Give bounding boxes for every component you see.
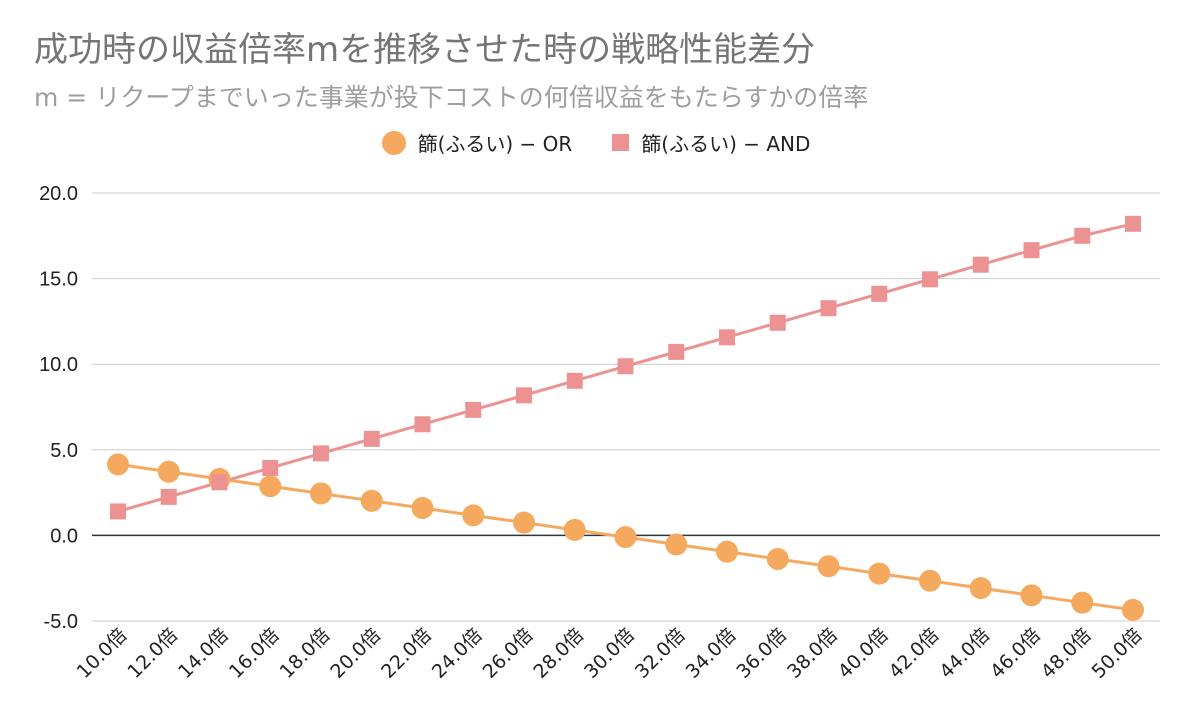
square-marker-icon	[612, 134, 630, 151]
data-point-or[interactable]	[969, 577, 992, 600]
data-point-or[interactable]	[868, 562, 891, 585]
data-point-or[interactable]	[462, 504, 485, 527]
data-point-and[interactable]	[516, 387, 532, 404]
y-tick-label: -5.0	[44, 611, 78, 633]
data-point-or[interactable]	[513, 511, 535, 534]
x-tick-label: 48.0倍	[1037, 624, 1096, 683]
x-tick-label: 32.0倍	[631, 624, 690, 683]
series-group	[107, 215, 1144, 621]
data-point-or[interactable]	[107, 453, 129, 476]
data-point-or[interactable]	[157, 460, 180, 483]
chart-title: 成功時の収益倍率mを推移させた時の戦略性能差分	[34, 30, 816, 70]
x-tick-label: 40.0倍	[834, 624, 893, 683]
x-tick-label: 42.0倍	[885, 624, 944, 683]
data-point-or[interactable]	[259, 475, 282, 498]
x-tick-label: 20.0倍	[326, 624, 385, 683]
legend-item-and[interactable]: 篩(ふるい) − AND	[612, 128, 810, 157]
data-point-and[interactable]	[465, 401, 482, 418]
data-point-and[interactable]	[313, 445, 329, 462]
data-point-or[interactable]	[817, 555, 840, 578]
data-point-or[interactable]	[665, 533, 688, 556]
data-point-and[interactable]	[414, 416, 431, 433]
data-point-and[interactable]	[262, 459, 279, 476]
data-point-and[interactable]	[1125, 215, 1141, 232]
y-tick-label: 0.0	[50, 525, 78, 547]
data-point-and[interactable]	[1074, 227, 1091, 244]
x-tick-label: 10.0倍	[73, 624, 132, 683]
x-tick-label: 28.0倍	[529, 624, 588, 683]
x-tick-label: 16.0倍	[225, 624, 284, 683]
data-point-and[interactable]	[871, 285, 888, 302]
x-tick-label: 38.0倍	[783, 624, 842, 683]
x-tick-label: 14.0倍	[174, 624, 233, 683]
x-tick-label: 12.0倍	[123, 624, 182, 683]
data-point-or[interactable]	[614, 526, 637, 549]
data-point-or[interactable]	[1020, 584, 1043, 607]
x-tick-label: 30.0倍	[580, 624, 639, 683]
x-tick-label: 22.0倍	[377, 624, 436, 683]
data-point-or[interactable]	[360, 489, 383, 512]
legend-item-or[interactable]: 篩(ふるい) − OR	[381, 128, 573, 157]
data-point-or[interactable]	[310, 482, 332, 505]
data-point-and[interactable]	[922, 271, 938, 288]
data-point-and[interactable]	[363, 430, 380, 447]
gridlines	[92, 192, 1160, 622]
legend-label-and: 篩(ふるい) − AND	[641, 132, 811, 156]
y-tick-label: 20.0	[39, 183, 78, 205]
y-tick-label: 5.0	[50, 440, 78, 462]
x-tick-label: 18.0倍	[276, 624, 335, 683]
x-tick-label: 24.0倍	[428, 624, 487, 683]
x-axis-ticks: 10.0倍12.0倍14.0倍16.0倍18.0倍20.0倍22.0倍24.0倍…	[73, 624, 1147, 683]
data-point-or[interactable]	[716, 540, 738, 563]
data-point-or[interactable]	[766, 548, 789, 571]
x-tick-label: 26.0倍	[479, 624, 538, 683]
y-axis-ticks: -5.0 0.0 5.0 10.0 15.0 20.0	[39, 183, 78, 633]
data-point-and[interactable]	[110, 503, 126, 520]
x-tick-label: 34.0倍	[682, 624, 741, 683]
data-point-and[interactable]	[769, 314, 786, 331]
data-point-and[interactable]	[566, 372, 583, 389]
data-point-and[interactable]	[972, 256, 989, 273]
data-point-and[interactable]	[1023, 242, 1040, 259]
y-tick-label: 10.0	[39, 354, 78, 376]
circle-marker-icon	[381, 130, 406, 155]
x-tick-label: 36.0倍	[732, 624, 791, 683]
x-tick-label: 46.0倍	[986, 624, 1045, 683]
legend: 篩(ふるい) − OR 篩(ふるい) − AND	[0, 128, 1192, 157]
data-point-or[interactable]	[563, 518, 586, 541]
data-point-and[interactable]	[617, 358, 634, 375]
data-point-and[interactable]	[820, 300, 837, 317]
data-point-and[interactable]	[668, 343, 685, 360]
data-point-and[interactable]	[211, 474, 228, 491]
y-tick-label: 15.0	[39, 269, 78, 291]
data-point-and[interactable]	[160, 488, 177, 505]
data-point-or[interactable]	[1122, 598, 1144, 621]
x-tick-label: 44.0倍	[935, 624, 994, 683]
chart-subtitle: m = リクープまでいった事業が投下コストの何倍収益をもたらすかの倍率	[34, 83, 869, 112]
x-tick-label: 50.0倍	[1088, 624, 1147, 683]
data-point-or[interactable]	[411, 497, 434, 520]
data-point-or[interactable]	[1071, 591, 1094, 614]
data-point-or[interactable]	[919, 569, 941, 592]
legend-label-or: 篩(ふるい) − OR	[417, 132, 573, 156]
data-point-and[interactable]	[719, 329, 735, 346]
